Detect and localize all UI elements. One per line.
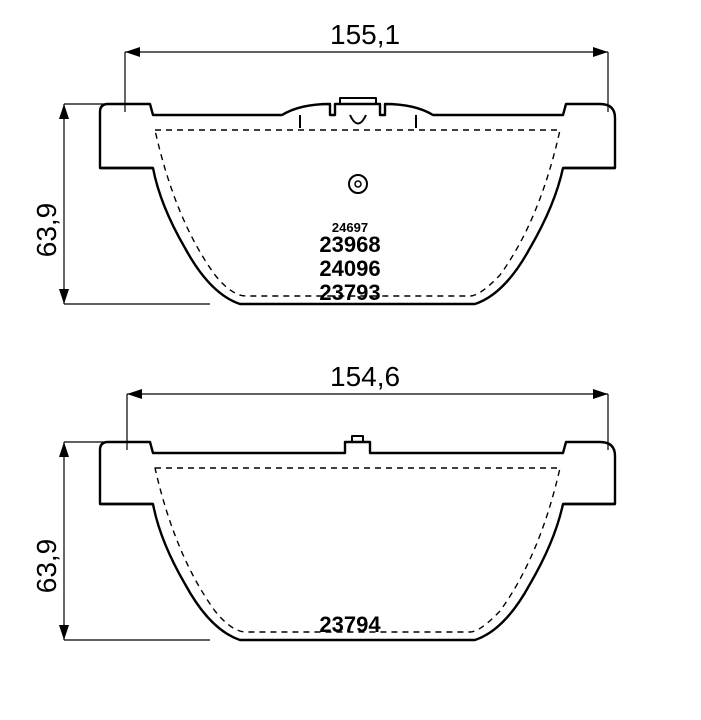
bottom-height-value: 63,9	[31, 539, 62, 594]
top-partnum-3: 23793	[319, 280, 380, 305]
technical-drawing: 155,1 63,9 24697 23968 24096 23793	[0, 0, 701, 720]
bottom-partnum-1: 23794	[319, 612, 381, 637]
top-partnum-1: 23968	[319, 232, 380, 257]
bottom-width-value: 154,6	[330, 361, 400, 392]
bottom-height-dimension: 63,9	[31, 442, 210, 640]
bottom-part-numbers: 23794	[319, 612, 381, 637]
bottom-pad-outline	[100, 436, 615, 640]
top-height-value: 63,9	[31, 203, 62, 258]
top-part-numbers: 24697 23968 24096 23793	[319, 220, 380, 305]
top-height-dimension: 63,9	[31, 104, 210, 304]
bottom-width-dimension: 154,6	[127, 361, 608, 450]
top-partnum-2: 24096	[319, 256, 380, 281]
top-width-value: 155,1	[330, 19, 400, 50]
